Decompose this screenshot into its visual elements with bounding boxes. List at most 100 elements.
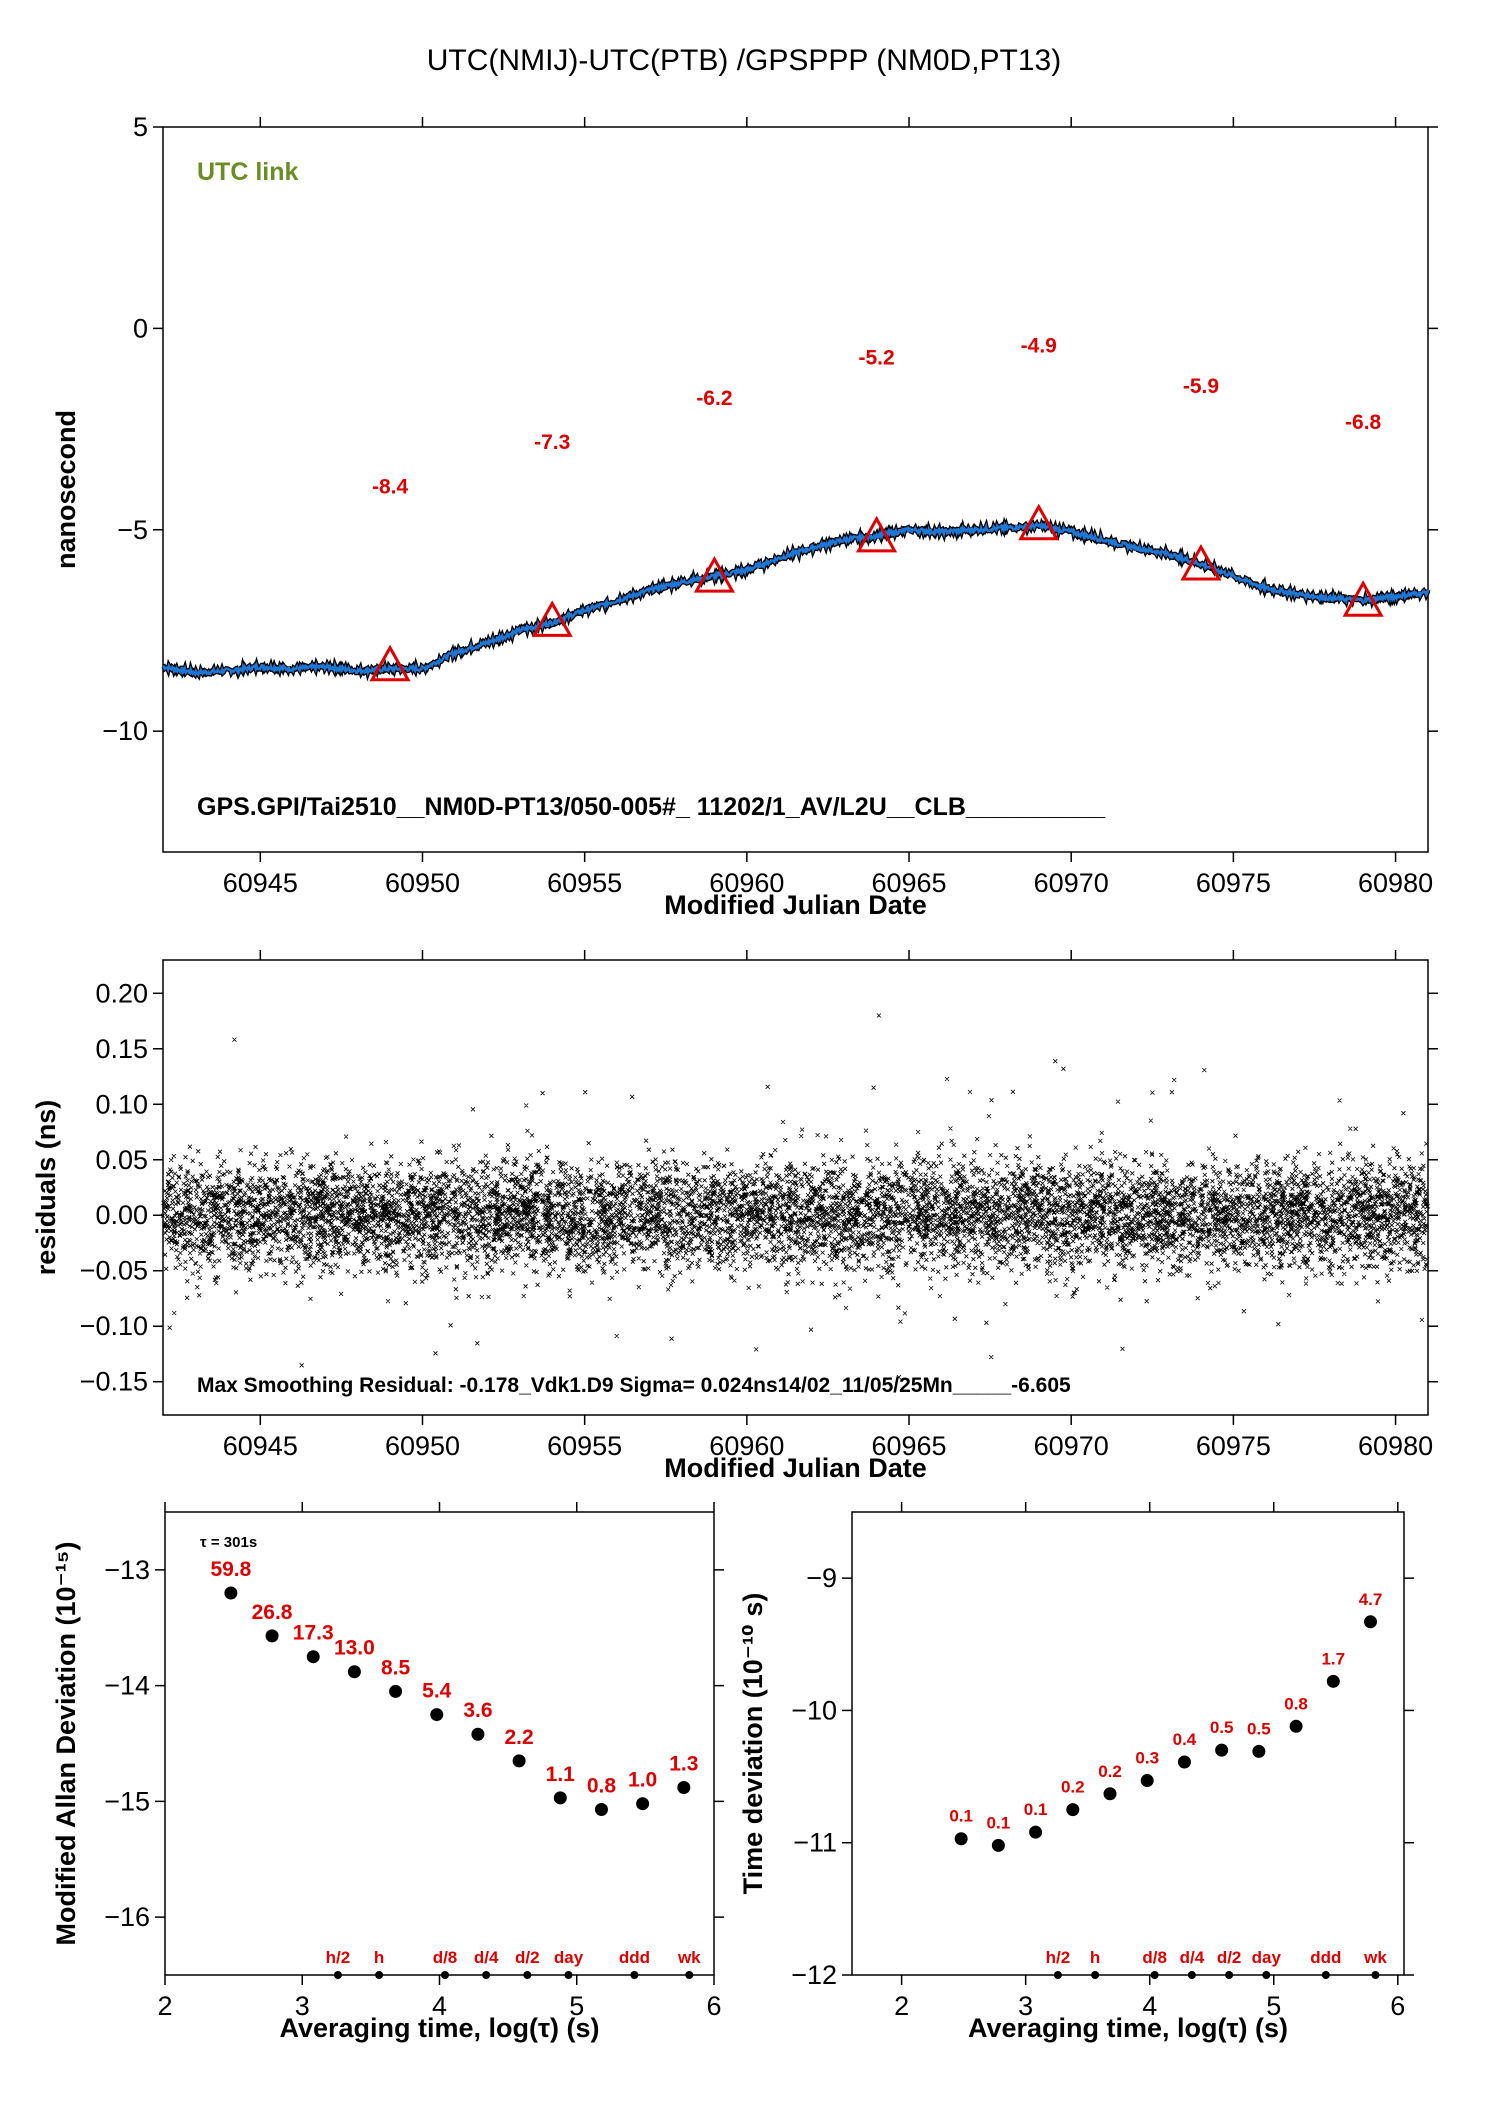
x-tick-label: 3: [1018, 1991, 1033, 2021]
stability-value-label: 0.1: [987, 1813, 1011, 1832]
marker-value-label: -6.8: [1345, 411, 1382, 434]
utc-link-label: UTC link: [197, 158, 298, 186]
time-mark-dot: [1321, 1971, 1330, 1979]
x-tick-label: 60970: [1034, 868, 1109, 898]
time-mark-label: h/2: [1046, 1948, 1071, 1967]
stability-value-label: 1.1: [546, 1763, 576, 1786]
time-mark-dot: [523, 1971, 532, 1979]
stability-point: [636, 1797, 650, 1811]
stability-value-label: 0.2: [1061, 1778, 1085, 1797]
stability-point: [1140, 1774, 1154, 1788]
stability-point: [430, 1708, 444, 1722]
time-mark-dot: [564, 1971, 573, 1979]
time-mark-label: day: [1252, 1948, 1282, 1967]
time-mark-dot: [1150, 1971, 1159, 1979]
series-trace-outline: [161, 516, 1431, 682]
stability-point: [1252, 1744, 1266, 1758]
time-mark-label: d/2: [1217, 1948, 1242, 1967]
x-tick-label: 60965: [871, 1431, 946, 1461]
time-mark-dot: [1371, 1971, 1380, 1979]
marker-value-label: -5.2: [858, 347, 894, 370]
y-tick-label: −10: [102, 716, 148, 746]
y-axis-title: Modified Allan Deviation (10⁻¹⁵): [51, 1542, 81, 1946]
stability-point: [1066, 1803, 1080, 1817]
time-mark-dot: [1187, 1971, 1196, 1979]
stability-value-label: 3.6: [463, 1699, 492, 1722]
stability-value-label: 0.4: [1173, 1730, 1197, 1749]
y-tick-label: 0.20: [95, 978, 148, 1008]
stability-value-label: 0.1: [1024, 1800, 1048, 1819]
stability-point: [389, 1684, 403, 1698]
marker-value-label: -6.2: [696, 387, 732, 410]
stability-point: [1326, 1674, 1340, 1688]
stability-value-label: 17.3: [293, 1622, 334, 1645]
x-tick-label: 2: [157, 1991, 172, 2021]
time-mark-label: h: [374, 1948, 384, 1967]
x-tick-label: 6: [706, 1991, 721, 2021]
time-mark-label: d/4: [1180, 1948, 1205, 1967]
time-mark-label: d/2: [515, 1948, 540, 1967]
stability-point: [306, 1650, 320, 1664]
stability-point: [1289, 1719, 1303, 1733]
time-mark-label: d/4: [474, 1948, 499, 1967]
x-tick-label: 60945: [223, 868, 298, 898]
stability-value-label: 0.5: [1247, 1719, 1271, 1738]
marker-triangle: [1018, 503, 1060, 541]
y-axis-title: nanosecond: [51, 410, 81, 569]
time-mark-dot: [482, 1971, 491, 1979]
marker-value-label: -5.9: [1183, 375, 1219, 398]
time-mark-label: d/8: [1142, 1948, 1167, 1967]
marker-triangle: [693, 556, 735, 593]
marker-triangle: [1180, 543, 1222, 581]
x-tick-label: 60955: [547, 1431, 622, 1461]
stability-point: [553, 1791, 567, 1805]
stability-value-label: 2.2: [505, 1726, 534, 1749]
time-mark-dot: [333, 1971, 342, 1979]
y-tick-label: −12: [791, 1960, 837, 1990]
stability-value-label: 0.8: [1284, 1694, 1308, 1713]
stability-point: [1364, 1615, 1378, 1629]
y-tick-label: 0: [133, 313, 148, 343]
x-axis-title: Averaging time, log(τ) (s): [968, 2013, 1288, 2043]
plot-frame: [162, 126, 1429, 853]
marker-value-label: -7.3: [534, 431, 570, 454]
plot-frame: [164, 1511, 715, 1976]
time-mark-label: ddd: [619, 1948, 650, 1967]
stability-value-label: 0.1: [949, 1807, 973, 1826]
y-tick-label: −0.10: [80, 1311, 148, 1341]
stability-value-label: 5.4: [422, 1680, 452, 1703]
marker-value-label: -4.9: [1021, 335, 1057, 358]
stability-point: [471, 1727, 485, 1741]
stability-value-label: 13.0: [334, 1637, 375, 1660]
time-mark-label: day: [554, 1948, 584, 1967]
residual-points: [160, 1013, 1430, 1380]
stability-value-label: 0.8: [587, 1774, 617, 1797]
y-tick-label: −0.05: [80, 1256, 148, 1286]
stability-point: [594, 1802, 608, 1816]
marker-triangle: [369, 644, 411, 682]
time-mark-dot: [1225, 1971, 1234, 1979]
x-tick-label: 60950: [385, 868, 460, 898]
y-tick-label: −14: [104, 1671, 150, 1701]
y-tick-label: −15: [104, 1786, 150, 1816]
figure-title: UTC(NMIJ)-UTC(PTB) /GPSPPP (NM0D,PT13): [427, 44, 1061, 77]
y-tick-label: −16: [104, 1902, 150, 1932]
stability-point: [677, 1780, 691, 1794]
x-axis-title: Modified Julian Date: [664, 890, 927, 920]
stability-point: [265, 1629, 279, 1643]
x-tick-label: 60975: [1196, 1431, 1271, 1461]
stability-point: [1103, 1787, 1117, 1801]
link-info-label: GPS.GPI/Tai2510__NM0D-PT13/050-005#_ 112…: [197, 793, 1106, 821]
x-tick-label: 3: [295, 1991, 310, 2021]
stability-point: [991, 1838, 1005, 1852]
stability-value-label: 0.2: [1098, 1762, 1122, 1781]
x-tick-label: 60980: [1358, 868, 1433, 898]
series-trace: [162, 520, 1430, 678]
stability-point: [1177, 1755, 1191, 1769]
stability-value-label: 8.5: [381, 1656, 411, 1679]
x-axis-title: Modified Julian Date: [664, 1453, 927, 1483]
stability-value-label: 1.3: [669, 1752, 698, 1775]
y-tick-label: −10: [791, 1695, 837, 1725]
x-tick-label: 5: [569, 1991, 584, 2021]
